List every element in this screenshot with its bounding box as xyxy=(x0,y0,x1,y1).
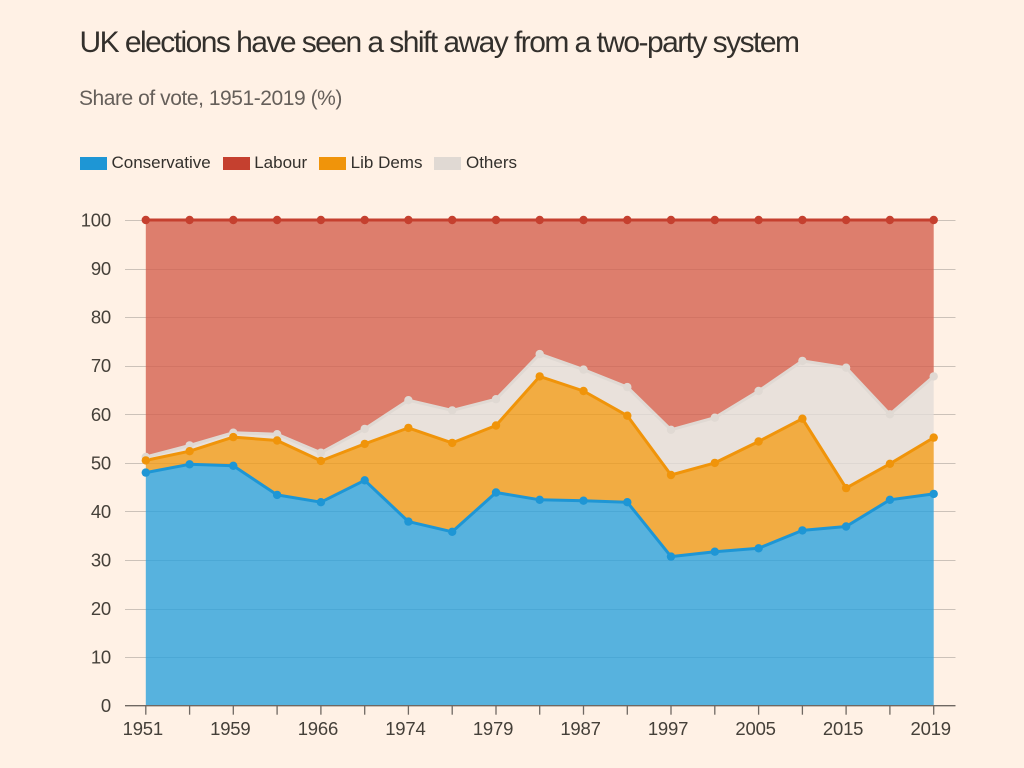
svg-text:30: 30 xyxy=(91,550,111,571)
svg-text:10: 10 xyxy=(91,647,111,668)
svg-text:2019: 2019 xyxy=(911,718,951,739)
svg-text:20: 20 xyxy=(91,598,111,619)
svg-text:1951: 1951 xyxy=(123,718,163,739)
svg-text:2015: 2015 xyxy=(823,718,863,739)
svg-text:50: 50 xyxy=(91,452,111,473)
svg-text:90: 90 xyxy=(91,258,111,279)
svg-text:1959: 1959 xyxy=(210,718,250,739)
svg-text:2005: 2005 xyxy=(735,718,775,739)
svg-text:1987: 1987 xyxy=(560,718,600,739)
svg-text:60: 60 xyxy=(91,404,111,425)
svg-text:1997: 1997 xyxy=(648,718,688,739)
svg-text:0: 0 xyxy=(101,695,111,716)
svg-text:70: 70 xyxy=(91,355,111,376)
svg-text:40: 40 xyxy=(91,501,111,522)
svg-text:80: 80 xyxy=(91,307,111,328)
svg-text:1974: 1974 xyxy=(385,718,425,739)
svg-text:1966: 1966 xyxy=(298,718,338,739)
svg-text:1979: 1979 xyxy=(473,718,513,739)
svg-text:100: 100 xyxy=(81,210,111,231)
